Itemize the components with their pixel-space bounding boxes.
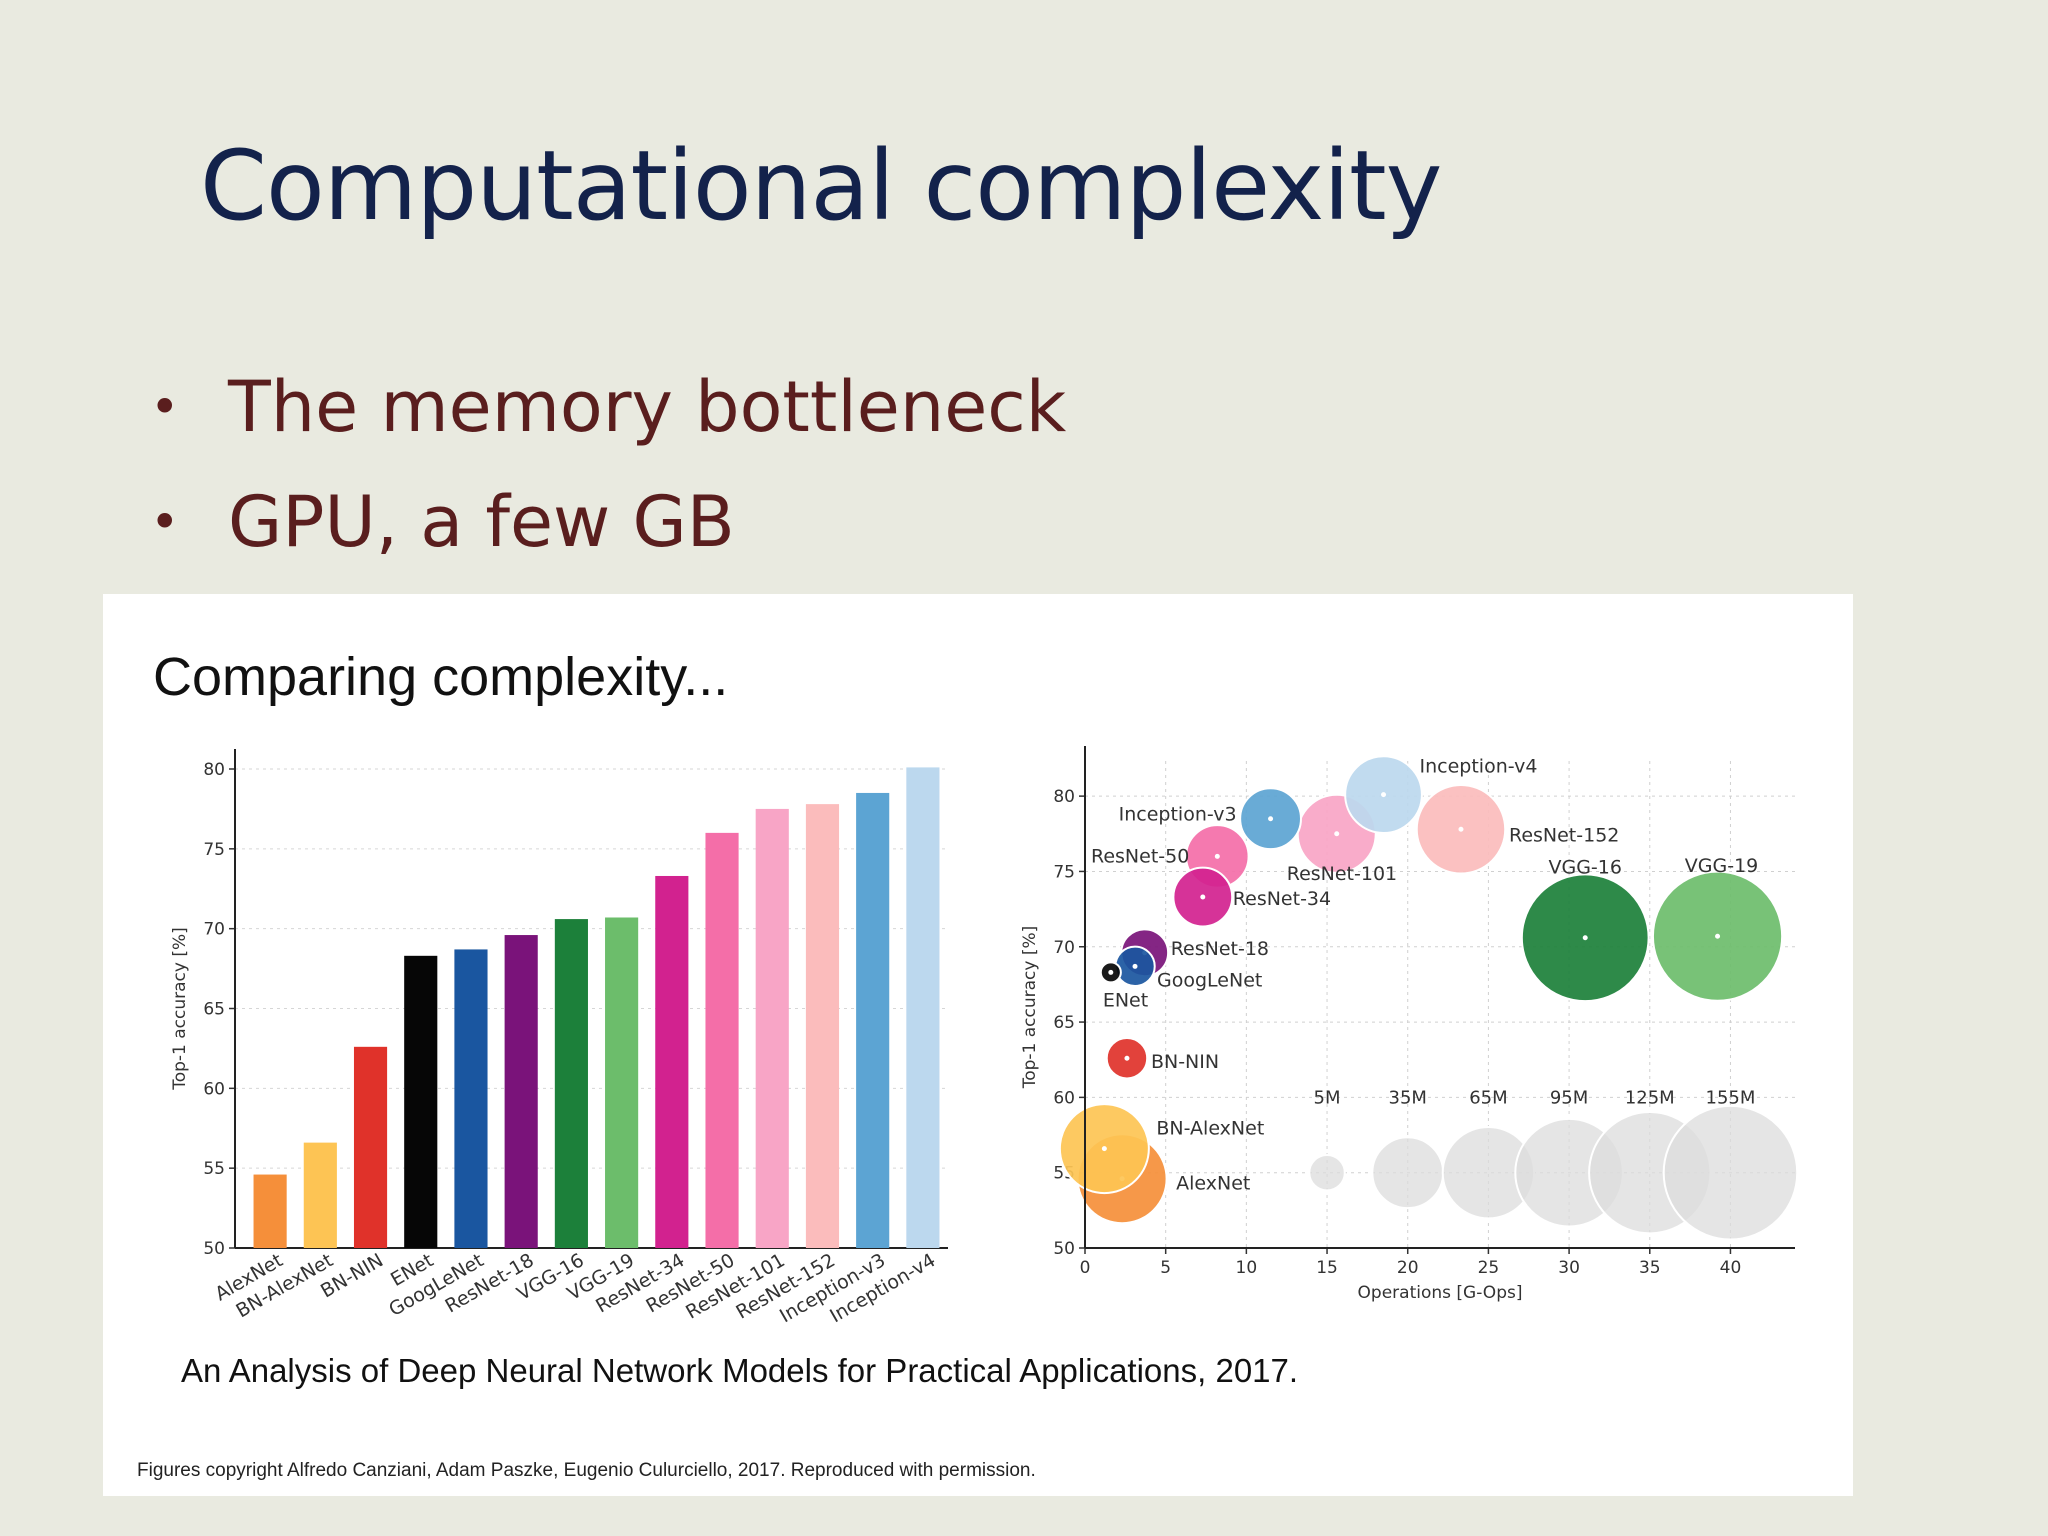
bullet-item: • GPU, a few GB <box>150 465 1066 580</box>
bar-googlenet <box>454 949 488 1248</box>
y-tick-label: 50 <box>203 1239 225 1259</box>
y-tick-label: 75 <box>203 840 225 860</box>
y-tick-label: 80 <box>203 760 225 780</box>
y-axis-label: Top-1 accuracy [%] <box>170 927 190 1091</box>
bullet-list: • The memory bottleneck • GPU, a few GB <box>150 350 1066 580</box>
bullet-icon: • <box>150 493 180 551</box>
figure-caption: An Analysis of Deep Neural Network Model… <box>181 1352 1299 1389</box>
bullet-item: • The memory bottleneck <box>150 350 1066 465</box>
y-tick-label: 60 <box>203 1079 225 1099</box>
bar-bn-nin <box>353 1046 388 1248</box>
y-tick-label: 65 <box>203 1000 225 1020</box>
bar-resnet-34 <box>655 875 689 1248</box>
y-tick-label: 55 <box>203 1159 225 1179</box>
bar-bn-alexnet <box>303 1142 337 1248</box>
y-tick-label: 70 <box>203 920 225 940</box>
figure-copyright: Figures copyright Alfredo Canziani, Adam… <box>137 1460 1036 1481</box>
figure-title: Comparing complexity... <box>153 647 729 707</box>
slide-title: Computational complexity <box>200 130 1442 242</box>
bullet-text: GPU, a few GB <box>228 481 735 563</box>
bar-vgg-19 <box>605 917 639 1248</box>
bar-resnet-152 <box>805 804 840 1248</box>
bar-resnet-101 <box>755 808 789 1248</box>
bullet-text: The memory bottleneck <box>228 366 1067 448</box>
figure-panel: Comparing complexity... 50 55 60 65 70 75 80 To… <box>103 594 1853 1496</box>
bullet-icon: • <box>150 378 180 436</box>
bar-resnet-50 <box>705 832 739 1248</box>
bar-inception-v3 <box>856 792 890 1248</box>
bar-resnet-18 <box>504 935 538 1248</box>
bar-enet <box>404 955 438 1248</box>
bar-vgg-16 <box>554 919 588 1248</box>
bar-inception-v4 <box>906 767 940 1248</box>
bar-alexnet <box>253 1174 287 1248</box>
